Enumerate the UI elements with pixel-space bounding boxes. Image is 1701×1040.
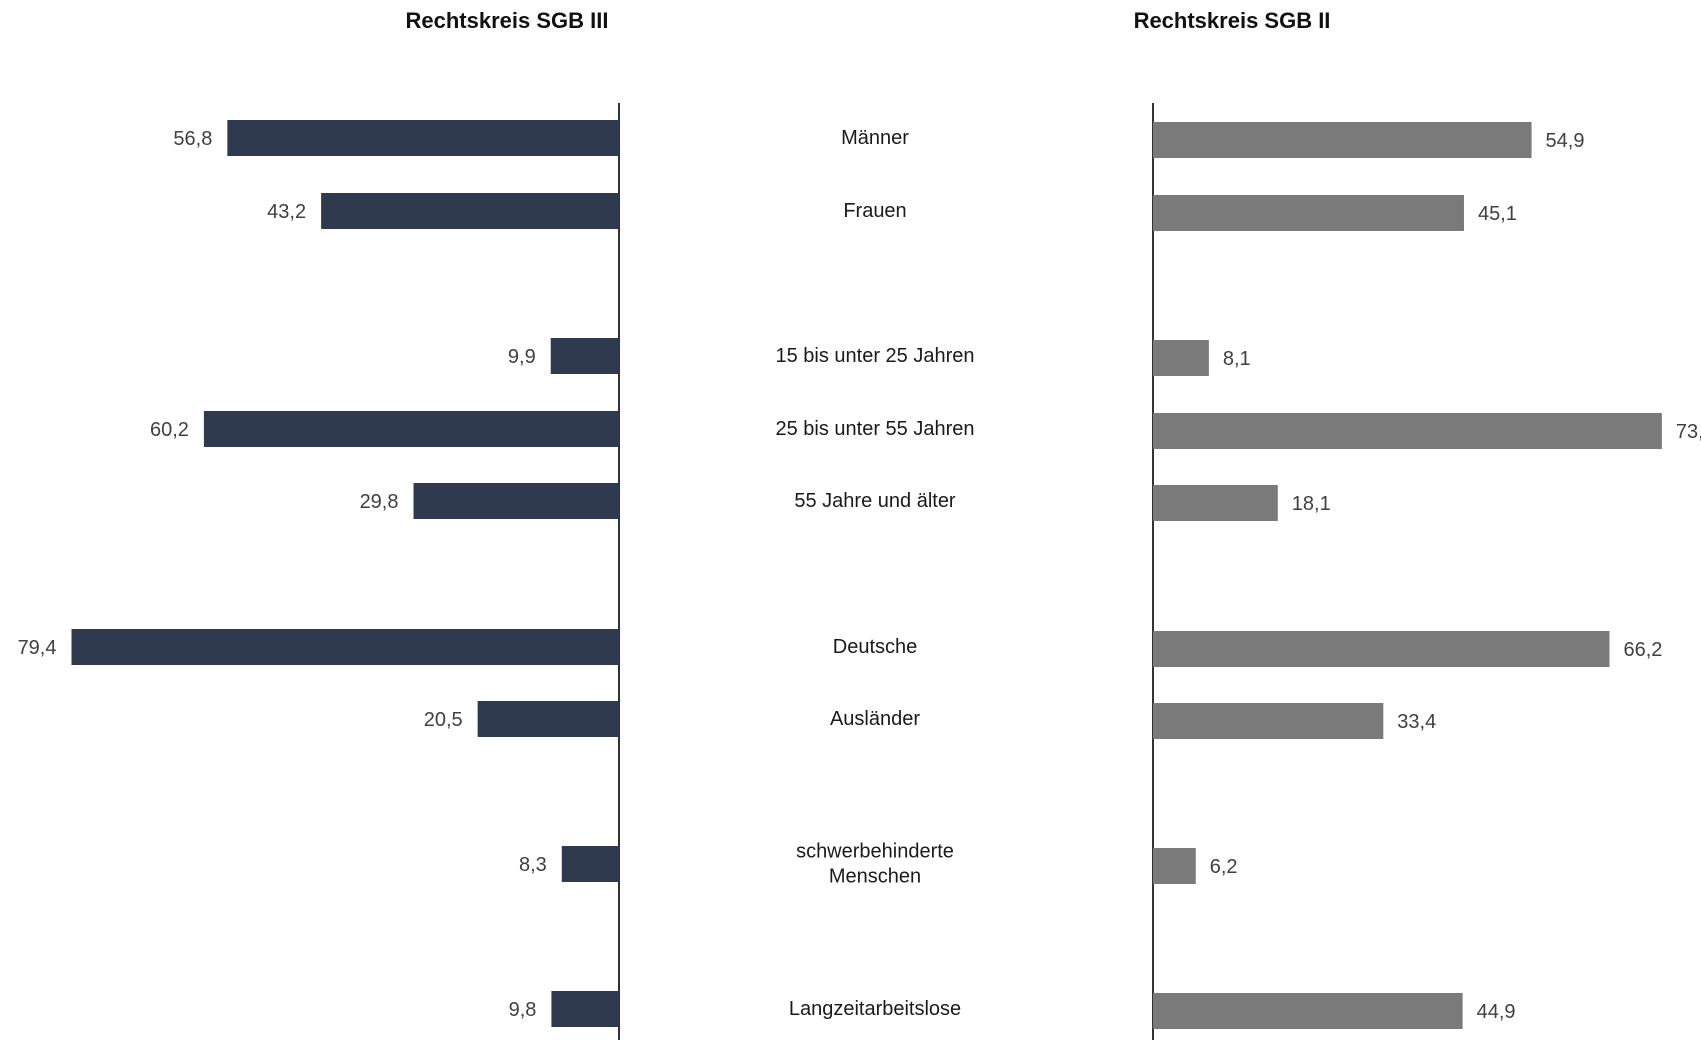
sgb3-value-label: 9,8 bbox=[509, 999, 537, 1021]
left-bars-group: 56,8 43,2 9,9 60,2 29,8 79,4 20,5 8,3 9,8 bbox=[18, 120, 619, 1027]
sgb2-value-label: 8,1 bbox=[1223, 348, 1251, 370]
category-label: 15 bis unter 25 Jahren bbox=[775, 345, 974, 367]
sgb3-bar bbox=[477, 701, 619, 737]
sgb2-bar bbox=[1153, 993, 1463, 1029]
sgb2-value-label: 73,8 bbox=[1676, 421, 1701, 443]
right-panel-title: Rechtskreis SGB II bbox=[1134, 8, 1331, 33]
sgb3-value-label: 60,2 bbox=[150, 419, 189, 441]
right-bars-group: 54,9 45,1 8,1 73,8 18,1 66,2 33,4 6,2 44,9 bbox=[1153, 122, 1701, 1029]
sgb3-bar bbox=[413, 483, 619, 519]
sgb3-value-label: 79,4 bbox=[18, 637, 57, 659]
sgb3-bar bbox=[203, 411, 619, 447]
sgb2-bar bbox=[1153, 703, 1384, 739]
sgb2-bar bbox=[1153, 122, 1532, 158]
sgb3-value-label: 20,5 bbox=[424, 709, 463, 731]
sgb2-bar bbox=[1153, 195, 1464, 231]
sgb3-bar bbox=[561, 846, 619, 882]
category-label: Frauen bbox=[843, 200, 906, 222]
category-label: Deutsche bbox=[833, 636, 918, 658]
sgb2-bar bbox=[1153, 413, 1662, 449]
category-labels-group: Männer Frauen 15 bis unter 25 Jahren 25 bis… bbox=[775, 127, 974, 1020]
category-label: Menschen bbox=[829, 866, 921, 888]
sgb3-bar bbox=[321, 193, 619, 229]
sgb3-value-label: 29,8 bbox=[360, 491, 399, 513]
sgb3-value-label: 8,3 bbox=[519, 854, 547, 876]
sgb2-value-label: 6,2 bbox=[1210, 856, 1238, 878]
sgb3-value-label: 56,8 bbox=[173, 128, 212, 150]
sgb2-bar bbox=[1153, 631, 1610, 667]
sgb3-bar bbox=[551, 991, 619, 1027]
left-panel-title: Rechtskreis SGB III bbox=[406, 8, 609, 33]
sgb3-bar bbox=[71, 629, 619, 665]
sgb2-bar bbox=[1153, 848, 1196, 884]
sgb2-value-label: 66,2 bbox=[1623, 639, 1662, 661]
sgb3-bar bbox=[227, 120, 619, 156]
category-label: 25 bis unter 55 Jahren bbox=[775, 418, 974, 440]
sgb2-bar bbox=[1153, 340, 1209, 376]
sgb3-value-label: 9,9 bbox=[508, 346, 536, 368]
sgb3-bar bbox=[550, 338, 619, 374]
sgb2-value-label: 54,9 bbox=[1546, 130, 1585, 152]
category-label: schwerbehinderte bbox=[796, 841, 954, 863]
sgb3-value-label: 43,2 bbox=[267, 201, 306, 223]
sgb2-value-label: 45,1 bbox=[1478, 203, 1517, 225]
category-label: Langzeitarbeitslose bbox=[789, 998, 961, 1020]
category-label: 55 Jahre und älter bbox=[794, 490, 956, 512]
sgb2-value-label: 33,4 bbox=[1397, 711, 1436, 733]
sgb2-bar bbox=[1153, 485, 1278, 521]
sgb2-value-label: 18,1 bbox=[1292, 493, 1331, 515]
sgb2-value-label: 44,9 bbox=[1477, 1001, 1516, 1023]
category-label: Ausländer bbox=[830, 708, 920, 730]
category-label: Männer bbox=[841, 127, 909, 149]
